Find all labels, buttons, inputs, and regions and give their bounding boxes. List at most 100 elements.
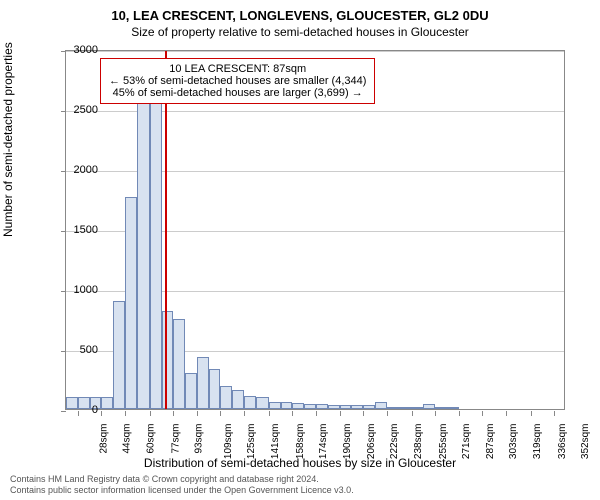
x-tick-mark [506, 411, 507, 416]
x-tick-mark [482, 411, 483, 416]
y-tick-mark [61, 51, 66, 52]
x-tick-mark [412, 411, 413, 416]
histogram-bar [316, 404, 328, 409]
histogram-bar [150, 99, 162, 409]
footer-line-1: Contains HM Land Registry data © Crown c… [10, 474, 354, 485]
grid-line [66, 51, 564, 52]
y-tick-label: 2500 [74, 104, 98, 116]
marker-line [165, 51, 167, 409]
x-tick-label: 222sqm [389, 424, 400, 460]
y-tick-label: 0 [92, 404, 98, 416]
histogram-bar [137, 95, 150, 409]
histogram-bar [398, 407, 411, 409]
x-tick-mark [220, 411, 221, 416]
x-tick-mark [316, 411, 317, 416]
x-tick-mark [125, 411, 126, 416]
histogram-bar [256, 397, 269, 409]
histogram-bar [281, 402, 293, 409]
x-tick-label: 125sqm [246, 424, 257, 460]
x-tick-label: 28sqm [98, 424, 109, 454]
histogram-bar [351, 405, 363, 409]
x-tick-mark [363, 411, 364, 416]
histogram-bar [185, 373, 197, 409]
x-tick-mark [244, 411, 245, 416]
y-tick-mark [61, 351, 66, 352]
histogram-bar [447, 407, 459, 409]
x-tick-mark [387, 411, 388, 416]
x-tick-label: 158sqm [295, 424, 306, 460]
x-tick-mark [197, 411, 198, 416]
histogram-bar [363, 405, 375, 409]
histogram-bar [269, 402, 281, 409]
x-tick-label: 287sqm [485, 424, 496, 460]
x-tick-mark [150, 411, 151, 416]
histogram-bar [173, 319, 185, 409]
footer: Contains HM Land Registry data © Crown c… [10, 474, 354, 496]
x-tick-label: 44sqm [122, 424, 133, 454]
x-tick-label: 271sqm [461, 424, 472, 460]
x-tick-mark [435, 411, 436, 416]
histogram-chart: 10, LEA CRESCENT, LONGLEVENS, GLOUCESTER… [0, 0, 600, 500]
x-tick-label: 141sqm [270, 424, 281, 460]
histogram-bar [328, 405, 340, 409]
info-line-2: ← 53% of semi-detached houses are smalle… [109, 75, 366, 87]
chart-subtitle: Size of property relative to semi-detach… [0, 23, 600, 39]
y-tick-mark [61, 231, 66, 232]
histogram-bar [113, 301, 125, 409]
y-tick-mark [61, 171, 66, 172]
y-axis-label: Number of semi-detached properties [1, 42, 15, 237]
histogram-bar [162, 311, 174, 409]
x-tick-label: 93sqm [194, 424, 205, 454]
histogram-bar [340, 405, 352, 409]
histogram-bar [412, 407, 424, 409]
x-tick-label: 319sqm [532, 424, 543, 460]
y-tick-label: 2000 [74, 164, 98, 176]
x-tick-label: 255sqm [438, 424, 449, 460]
y-tick-mark [61, 291, 66, 292]
histogram-bar [292, 403, 304, 409]
x-tick-mark [78, 411, 79, 416]
x-tick-label: 60sqm [145, 424, 156, 454]
y-tick-label: 3000 [74, 44, 98, 56]
x-tick-label: 174sqm [319, 424, 330, 460]
x-tick-mark [554, 411, 555, 416]
histogram-bar [304, 404, 316, 409]
info-box: 10 LEA CRESCENT: 87sqm ← 53% of semi-det… [100, 58, 375, 104]
y-tick-label: 500 [80, 344, 98, 356]
footer-line-2: Contains public sector information licen… [10, 485, 354, 496]
histogram-bar [101, 397, 113, 409]
info-line-1: 10 LEA CRESCENT: 87sqm [109, 63, 366, 75]
histogram-bar [387, 407, 399, 409]
x-tick-mark [269, 411, 270, 416]
x-tick-mark [173, 411, 174, 416]
y-tick-label: 1500 [74, 224, 98, 236]
x-tick-mark [459, 411, 460, 416]
plot-area [65, 50, 565, 410]
histogram-bar [197, 357, 209, 409]
x-tick-mark [292, 411, 293, 416]
y-tick-label: 1000 [74, 284, 98, 296]
info-line-3: 45% of semi-detached houses are larger (… [109, 87, 366, 99]
x-tick-mark [531, 411, 532, 416]
x-tick-label: 352sqm [580, 424, 591, 460]
histogram-bar [244, 396, 256, 409]
x-tick-mark [101, 411, 102, 416]
x-tick-label: 190sqm [342, 424, 353, 460]
chart-title: 10, LEA CRESCENT, LONGLEVENS, GLOUCESTER… [0, 0, 600, 23]
x-tick-label: 77sqm [170, 424, 181, 454]
histogram-bar [209, 369, 221, 409]
histogram-bar [66, 397, 78, 409]
x-tick-mark [340, 411, 341, 416]
histogram-bar [125, 197, 137, 409]
y-tick-mark [61, 411, 66, 412]
histogram-bar [423, 404, 435, 409]
x-tick-label: 206sqm [366, 424, 377, 460]
histogram-bar [78, 397, 90, 409]
histogram-bar [220, 386, 232, 409]
x-tick-label: 336sqm [557, 424, 568, 460]
histogram-bar [435, 407, 447, 409]
histogram-bar [232, 390, 244, 409]
y-tick-mark [61, 111, 66, 112]
x-tick-label: 303sqm [508, 424, 519, 460]
x-tick-label: 238sqm [413, 424, 424, 460]
